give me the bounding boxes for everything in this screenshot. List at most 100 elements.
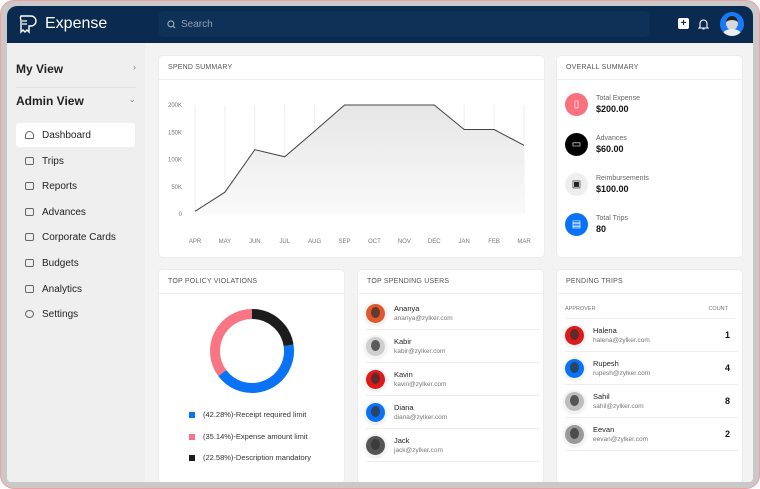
trip-count: 1 — [724, 330, 730, 340]
sidebar-item-corporate-cards[interactable]: Corporate Cards — [16, 225, 135, 249]
list-item[interactable]: Ananya ananya@zylker.com — [366, 297, 540, 330]
search-input[interactable]: Search — [159, 11, 649, 37]
summary-label: Advances — [596, 135, 627, 142]
folder-icon — [25, 182, 34, 190]
approver-email: halena@zylker.com — [593, 337, 650, 344]
data-point[interactable] — [433, 104, 436, 107]
sidebar-item-label: Settings — [42, 308, 79, 320]
add-icon[interactable]: + — [678, 18, 689, 29]
data-point[interactable] — [493, 128, 496, 131]
x-tick-label: JAN — [459, 239, 470, 245]
table-row[interactable]: Sahil sahil@zylker.com 8 — [565, 385, 739, 418]
trip-count: 8 — [724, 396, 730, 406]
x-tick-label: OCT — [368, 239, 381, 245]
donut-slice[interactable] — [218, 344, 294, 393]
gear-icon — [25, 310, 34, 318]
legend-label: (22.58%)-Description mandatory — [203, 453, 311, 462]
legend-swatch — [189, 433, 195, 440]
approver-name: Halena — [593, 326, 617, 335]
legend-label: (35.14%)-Expense amount limit — [203, 432, 308, 441]
policy-donut-chart — [210, 309, 294, 393]
logo[interactable]: Expense — [17, 14, 107, 34]
data-point[interactable] — [523, 144, 526, 147]
list-item[interactable]: Jack jack@zylker.com — [366, 429, 540, 462]
user-email: diana@zylker.com — [394, 414, 448, 421]
approver-name: Sahil — [593, 392, 610, 401]
data-point[interactable] — [223, 191, 226, 194]
area-fill — [195, 105, 524, 214]
user-name: Diana — [394, 403, 414, 412]
sidebar-item-trips[interactable]: Trips — [16, 149, 135, 173]
x-tick-label: NOV — [398, 239, 411, 245]
sidebar-item-reports[interactable]: Reports — [16, 174, 135, 198]
avatar — [366, 369, 385, 389]
data-point[interactable] — [343, 104, 346, 107]
y-tick-label: 50K — [171, 185, 182, 191]
summary-item[interactable]: ▤ Total Trips 80 — [565, 213, 628, 236]
sidebar-item-advances[interactable]: Advances — [16, 200, 135, 224]
user-name: Ananya — [394, 304, 420, 313]
x-tick-label: MAR — [517, 239, 531, 245]
header: Expense Search + — [7, 6, 753, 43]
y-tick-label: 200K — [168, 103, 182, 109]
user-name: Jack — [394, 436, 410, 445]
approver-email: sahil@zylker.com — [593, 403, 644, 410]
user-email: kabir@zylker.com — [394, 348, 446, 355]
data-point[interactable] — [253, 148, 256, 151]
avatar — [565, 424, 584, 444]
overall-summary-card: OVERALL SUMMARY ▯ Total Expense $200.00 ▭ Ad… — [556, 55, 743, 258]
sidebar-item-label: Reports — [42, 180, 78, 192]
sidebar-item-label: Analytics — [42, 283, 83, 295]
legend-swatch — [189, 411, 195, 418]
user-avatar[interactable] — [720, 12, 744, 36]
card-title: SPEND SUMMARY — [159, 56, 544, 80]
avatar — [565, 358, 584, 378]
summary-item[interactable]: ▭ Advances $60.00 — [565, 133, 627, 156]
wallet-icon — [25, 208, 34, 216]
table-row[interactable]: Eevan eevan@zylker.com 2 — [565, 418, 739, 451]
data-point[interactable] — [194, 210, 197, 213]
data-point[interactable] — [373, 104, 376, 107]
chevron-down-icon: ⌄ — [128, 94, 136, 104]
summary-label: Total Trips — [596, 215, 628, 222]
x-tick-label: SEP — [339, 239, 351, 245]
chevron-right-icon: › — [133, 62, 136, 72]
sidebar-item-analytics[interactable]: Analytics — [16, 277, 135, 301]
sidebar-item-dashboard[interactable]: Dashboard — [16, 123, 135, 147]
sidebar-item-label: Dashboard — [42, 129, 91, 141]
sidebar-item-settings[interactable]: Settings — [16, 302, 135, 326]
summary-value: $60.00 — [596, 144, 624, 154]
bell-icon[interactable] — [698, 18, 709, 30]
data-point[interactable] — [463, 128, 466, 131]
column-header-approver: APPROVER — [565, 306, 596, 312]
list-item[interactable]: Kabir kabir@zylker.com — [366, 330, 540, 363]
search-placeholder: Search — [181, 18, 213, 30]
spend-chart: APR MAY JUN JUL AUG SEP OCT NOV DEC JAN FEB MAR 0 50K… — [168, 103, 531, 245]
user-name: Kabir — [394, 337, 412, 346]
donut-slice[interactable] — [251, 309, 294, 347]
legend-label: (42.28%)-Receipt required limit — [203, 410, 307, 419]
sidebar-item-label: Trips — [42, 155, 64, 167]
data-point[interactable] — [403, 104, 406, 107]
avatar — [366, 435, 385, 455]
approver-email: rupesh@zylker.com — [593, 370, 651, 377]
summary-item[interactable]: ▯ Total Expense $200.00 — [565, 93, 640, 116]
summary-item[interactable]: ▣ Reimbursements $100.00 — [565, 173, 649, 196]
x-tick-label: JUL — [279, 239, 290, 245]
donut-slice[interactable] — [210, 309, 253, 376]
legend-item: (22.58%)-Description mandatory — [189, 453, 311, 462]
table-row[interactable]: Rupesh rupesh@zylker.com 4 — [565, 352, 739, 385]
summary-value: $200.00 — [596, 104, 629, 114]
user-email: jack@zylker.com — [394, 447, 443, 454]
sidebar-item-budgets[interactable]: Budgets — [16, 251, 135, 275]
admin-view-toggle[interactable]: Admin View ⌄ — [16, 94, 136, 108]
my-view-toggle[interactable]: My View › — [16, 62, 136, 76]
briefcase-icon: ▤ — [565, 213, 588, 236]
table-row[interactable]: Halena halena@zylker.com 1 — [565, 319, 739, 352]
list-item[interactable]: Kavin kavin@zylker.com — [366, 363, 540, 396]
data-point[interactable] — [313, 130, 316, 133]
data-point[interactable] — [283, 155, 286, 158]
x-tick-label: DEC — [428, 239, 441, 245]
x-tick-label: JUN — [249, 239, 261, 245]
list-item[interactable]: Diana diana@zylker.com — [366, 396, 540, 429]
